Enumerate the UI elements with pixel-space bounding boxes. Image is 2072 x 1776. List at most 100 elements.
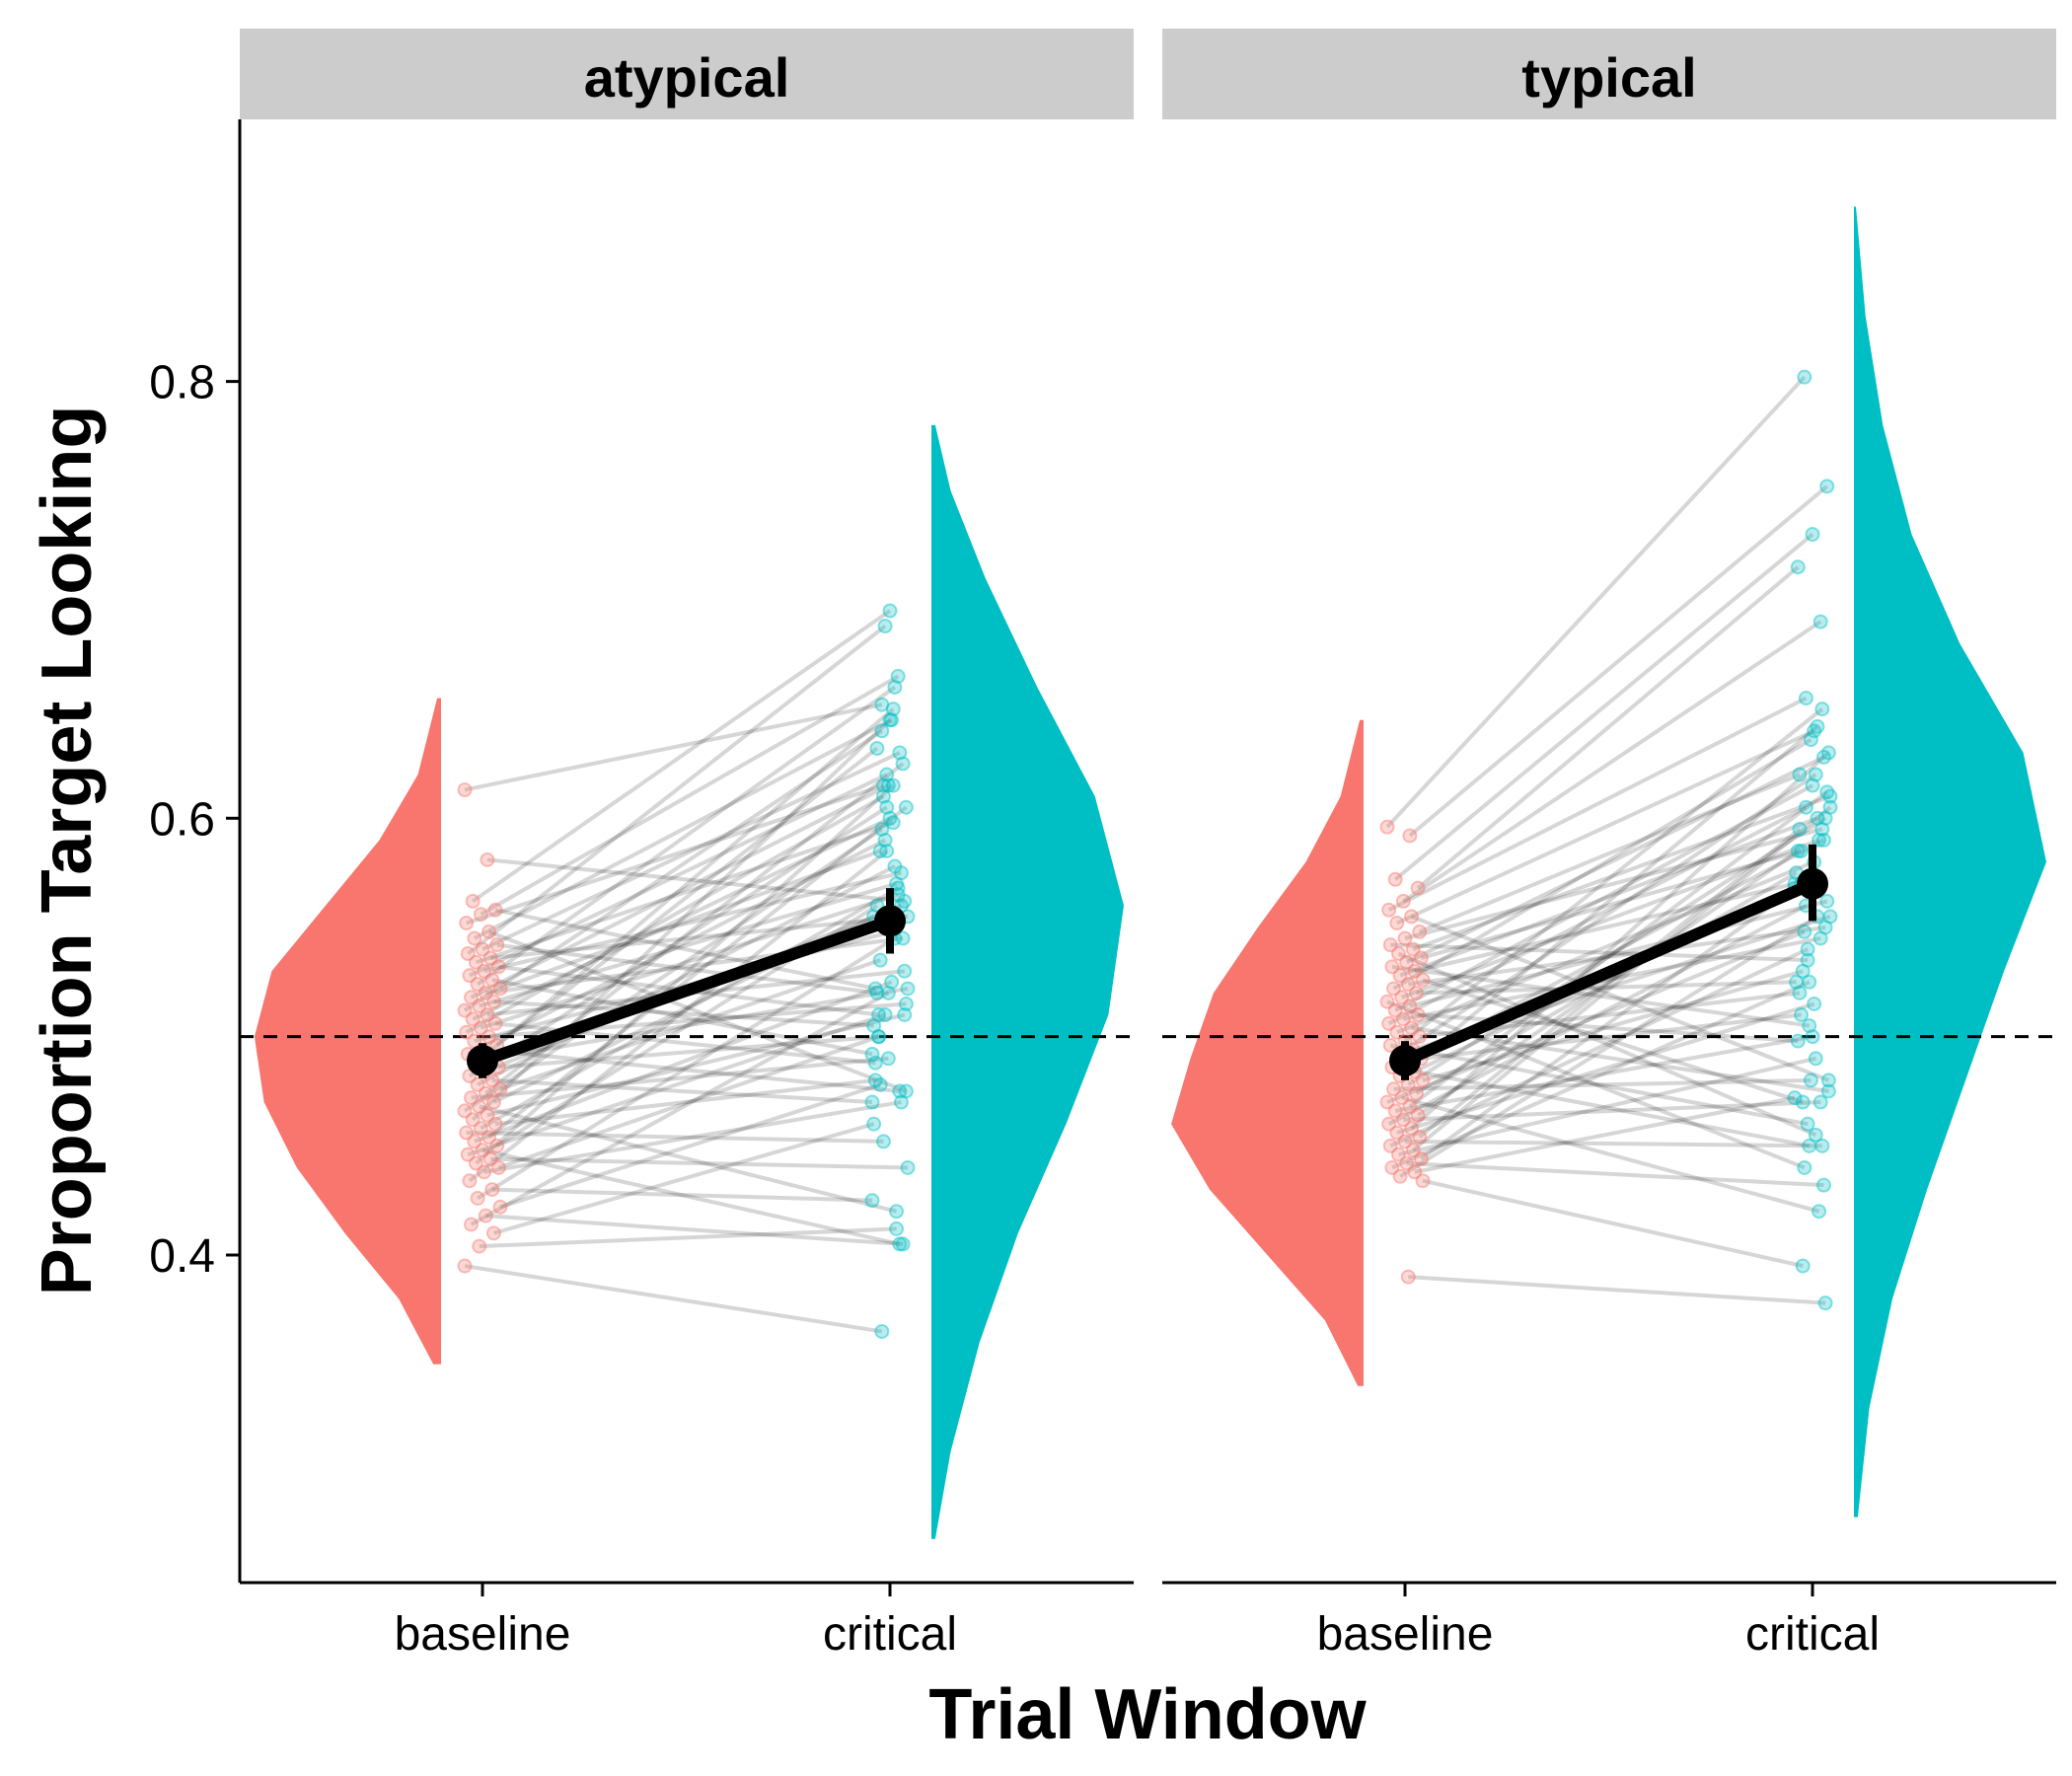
point-critical-typical bbox=[1820, 1073, 1836, 1088]
point-critical-typical bbox=[1814, 821, 1830, 837]
paired-line-typical bbox=[1412, 794, 1831, 951]
point-critical-typical bbox=[1798, 691, 1813, 706]
mean-point-critical-typical bbox=[1797, 867, 1828, 900]
point-critical-atypical bbox=[864, 1046, 880, 1062]
point-critical-typical bbox=[1817, 920, 1833, 935]
point-critical-atypical bbox=[869, 985, 885, 1000]
x-axis-atypical: baseline critical bbox=[240, 1581, 1134, 1661]
paired-line-atypical bbox=[463, 729, 883, 1012]
paired-line-typical bbox=[1390, 942, 1809, 963]
point-critical-atypical bbox=[895, 756, 911, 772]
paired-line-atypical bbox=[489, 914, 909, 960]
point-critical-atypical bbox=[866, 1116, 882, 1132]
paired-line-typical bbox=[1402, 620, 1822, 904]
paired-line-typical bbox=[1421, 1012, 1802, 1061]
point-critical-atypical bbox=[889, 1204, 905, 1220]
point-baseline-atypical bbox=[481, 1129, 497, 1145]
paired-line-atypical bbox=[476, 685, 897, 987]
point-critical-atypical bbox=[875, 1134, 891, 1149]
point-critical-typical bbox=[1789, 974, 1805, 990]
point-critical-typical bbox=[1805, 777, 1820, 793]
point-baseline-typical bbox=[1390, 946, 1406, 962]
point-baseline-typical bbox=[1399, 1155, 1415, 1171]
point-baseline-typical bbox=[1379, 819, 1395, 835]
paired-line-atypical bbox=[490, 1156, 909, 1170]
point-critical-atypical bbox=[889, 1221, 905, 1236]
point-baseline-atypical bbox=[464, 990, 480, 1005]
point-critical-atypical bbox=[892, 1236, 908, 1252]
point-critical-atypical bbox=[874, 723, 890, 739]
point-baseline-typical bbox=[1387, 871, 1403, 887]
point-critical-typical bbox=[1800, 941, 1815, 957]
paired-line-typical bbox=[1394, 783, 1813, 1012]
point-critical-typical bbox=[1808, 767, 1823, 782]
paired-line-atypical bbox=[497, 1034, 880, 1170]
paired-line-typical bbox=[1408, 790, 1828, 1109]
x-tick-label-baseline-atypical: baseline bbox=[395, 1608, 571, 1661]
point-baseline-atypical bbox=[492, 1199, 508, 1215]
point-baseline-typical bbox=[1381, 1015, 1397, 1031]
point-baseline-atypical bbox=[465, 893, 481, 909]
point-baseline-atypical bbox=[482, 1151, 498, 1167]
point-critical-atypical bbox=[890, 668, 906, 684]
point-baseline-atypical bbox=[472, 1238, 487, 1254]
paired-line-typical bbox=[1416, 565, 1800, 890]
point-baseline-atypical bbox=[459, 1125, 475, 1141]
point-baseline-typical bbox=[1384, 959, 1400, 975]
point-critical-atypical bbox=[877, 619, 893, 634]
point-critical-typical bbox=[1795, 1094, 1811, 1110]
point-baseline-atypical bbox=[467, 930, 482, 946]
point-baseline-typical bbox=[1386, 1081, 1402, 1097]
density-critical-typical bbox=[1854, 206, 2046, 1517]
point-baseline-atypical bbox=[464, 1217, 480, 1232]
point-critical-typical bbox=[1810, 810, 1825, 826]
point-baseline-atypical bbox=[482, 950, 498, 966]
point-critical-typical bbox=[1819, 893, 1835, 909]
point-critical-typical bbox=[1817, 1295, 1833, 1311]
point-baseline-typical bbox=[1402, 999, 1418, 1014]
point-critical-atypical bbox=[874, 1323, 890, 1339]
point-critical-typical bbox=[1795, 963, 1811, 979]
point-critical-atypical bbox=[889, 876, 905, 892]
paired-line-typical bbox=[1398, 1056, 1816, 1157]
point-critical-typical bbox=[1819, 784, 1835, 800]
paired-line-typical bbox=[1410, 915, 1830, 1082]
point-critical-typical bbox=[1792, 821, 1808, 837]
x-tick-label-critical-typical: critical bbox=[1745, 1608, 1880, 1661]
point-baseline-typical bbox=[1397, 930, 1413, 946]
point-critical-atypical bbox=[882, 603, 898, 619]
panel-atypical: atypical baseline critical bbox=[240, 29, 1134, 1661]
point-critical-atypical bbox=[898, 996, 914, 1011]
paired-line-typical bbox=[1422, 969, 1804, 1082]
point-critical-typical bbox=[1794, 844, 1810, 858]
point-critical-atypical bbox=[874, 821, 890, 837]
paired-line-atypical bbox=[481, 1047, 901, 1093]
paired-line-atypical bbox=[495, 746, 879, 1048]
point-critical-typical bbox=[1812, 1204, 1827, 1220]
mean-point-baseline-typical bbox=[1389, 1044, 1421, 1076]
point-critical-atypical bbox=[885, 777, 901, 793]
point-baseline-typical bbox=[1412, 924, 1428, 939]
paired-line-typical bbox=[1391, 980, 1811, 1170]
paired-line-typical bbox=[1422, 1178, 1804, 1269]
point-baseline-typical bbox=[1394, 1090, 1410, 1106]
paired-line-typical bbox=[1397, 951, 1817, 1138]
point-baseline-atypical bbox=[465, 1112, 481, 1128]
point-baseline-typical bbox=[1405, 1143, 1421, 1158]
summary-layer-atypical bbox=[467, 888, 906, 1078]
point-critical-atypical bbox=[867, 1055, 883, 1071]
paired-line-atypical bbox=[499, 849, 881, 991]
point-critical-atypical bbox=[871, 1007, 887, 1023]
paired-line-typical bbox=[1401, 838, 1820, 999]
point-critical-typical bbox=[1795, 1258, 1811, 1274]
point-critical-atypical bbox=[887, 858, 903, 874]
point-baseline-typical bbox=[1413, 950, 1429, 966]
point-critical-atypical bbox=[893, 1094, 909, 1110]
paired-line-atypical bbox=[489, 986, 909, 1061]
point-critical-typical bbox=[1820, 1083, 1836, 1099]
point-baseline-atypical bbox=[462, 1173, 478, 1189]
point-critical-atypical bbox=[879, 844, 895, 858]
paired-line-atypical bbox=[481, 1147, 901, 1246]
y-tick-label-0.4: 0.4 bbox=[149, 1230, 215, 1283]
point-critical-typical bbox=[1792, 767, 1808, 782]
